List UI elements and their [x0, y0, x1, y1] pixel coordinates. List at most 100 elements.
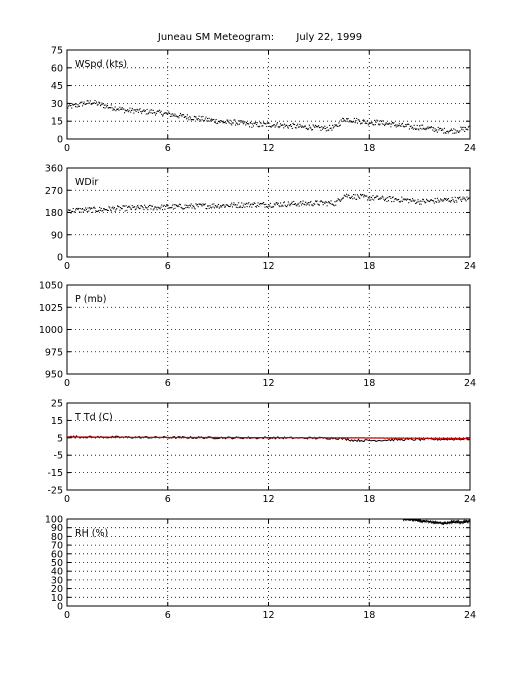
data-point	[174, 113, 176, 115]
data-point	[150, 208, 152, 210]
data-point	[285, 205, 287, 207]
data-point	[199, 203, 201, 205]
data-point	[342, 197, 344, 199]
data-point	[396, 199, 398, 201]
data-point	[467, 126, 469, 128]
data-point	[134, 206, 136, 208]
data-point	[442, 200, 444, 202]
data-point	[93, 102, 95, 104]
data-point	[112, 109, 114, 111]
data-point	[327, 202, 329, 204]
data-point	[230, 204, 232, 206]
data-point	[428, 200, 430, 202]
data-point	[151, 205, 153, 207]
data-point	[467, 198, 469, 200]
data-point	[338, 122, 340, 124]
data-point	[394, 125, 396, 127]
data-point	[116, 108, 118, 110]
panel-1-ytick-label: 75	[51, 46, 63, 57]
data-point	[443, 127, 445, 129]
data-point	[376, 119, 378, 121]
data-point	[360, 123, 362, 125]
data-point	[379, 123, 381, 125]
data-point	[203, 120, 205, 122]
data-point	[229, 119, 231, 121]
data-point	[71, 107, 73, 109]
data-point	[73, 211, 75, 213]
data-point	[330, 200, 332, 202]
data-point	[443, 199, 445, 201]
data-point	[287, 201, 289, 203]
data-point	[443, 132, 445, 134]
data-point	[212, 206, 214, 208]
data-point	[395, 124, 397, 126]
data-point	[272, 206, 274, 208]
data-point	[312, 205, 314, 207]
data-point	[397, 199, 399, 201]
data-point	[412, 199, 414, 201]
data-point	[256, 204, 258, 206]
data-point	[104, 209, 106, 211]
data-point	[184, 204, 186, 206]
data-point	[347, 194, 349, 196]
data-point	[171, 206, 173, 208]
data-point	[144, 206, 146, 208]
data-point	[119, 106, 121, 108]
data-point	[329, 124, 331, 126]
data-point	[359, 121, 361, 123]
data-point	[133, 206, 135, 208]
data-point	[226, 119, 228, 121]
data-point	[464, 199, 466, 201]
data-point	[332, 203, 334, 205]
data-point	[333, 126, 335, 128]
data-point	[182, 208, 184, 210]
data-point	[354, 194, 356, 196]
data-point	[109, 107, 111, 109]
data-point	[252, 203, 254, 205]
data-point	[273, 203, 275, 205]
data-point	[202, 203, 204, 205]
data-point	[332, 204, 334, 206]
data-point	[269, 126, 271, 128]
data-point	[128, 205, 130, 207]
data-point	[130, 208, 132, 210]
data-point	[157, 206, 159, 208]
data-point	[151, 112, 153, 114]
data-point	[324, 125, 326, 127]
data-point	[373, 199, 375, 201]
data-point	[141, 110, 143, 112]
data-point	[217, 205, 219, 207]
data-point	[284, 204, 286, 206]
panel-4-ytick-label: -25	[47, 486, 63, 497]
data-point	[299, 123, 301, 125]
data-point	[263, 204, 265, 206]
data-point	[194, 208, 196, 210]
data-point	[342, 118, 344, 120]
data-point	[410, 125, 412, 127]
data-point	[284, 125, 286, 127]
data-point	[224, 121, 226, 123]
data-point	[358, 196, 360, 198]
data-point	[441, 199, 443, 201]
data-point	[392, 122, 394, 124]
data-point	[139, 108, 141, 110]
data-point	[450, 129, 452, 131]
data-point	[183, 116, 185, 118]
data-point	[359, 197, 361, 199]
data-point	[378, 124, 380, 126]
data-point	[267, 122, 269, 124]
panel-4-xtick-label: 0	[64, 494, 70, 505]
data-point	[83, 209, 85, 211]
data-point	[433, 202, 435, 204]
data-point	[222, 204, 224, 206]
data-point	[256, 206, 258, 208]
data-point	[419, 127, 421, 129]
data-point	[163, 112, 165, 114]
data-point	[337, 125, 339, 127]
data-point	[462, 196, 464, 198]
data-point	[325, 130, 327, 132]
data-point	[68, 103, 70, 105]
data-point	[351, 121, 353, 123]
data-point	[243, 203, 245, 205]
data-point	[235, 204, 237, 206]
